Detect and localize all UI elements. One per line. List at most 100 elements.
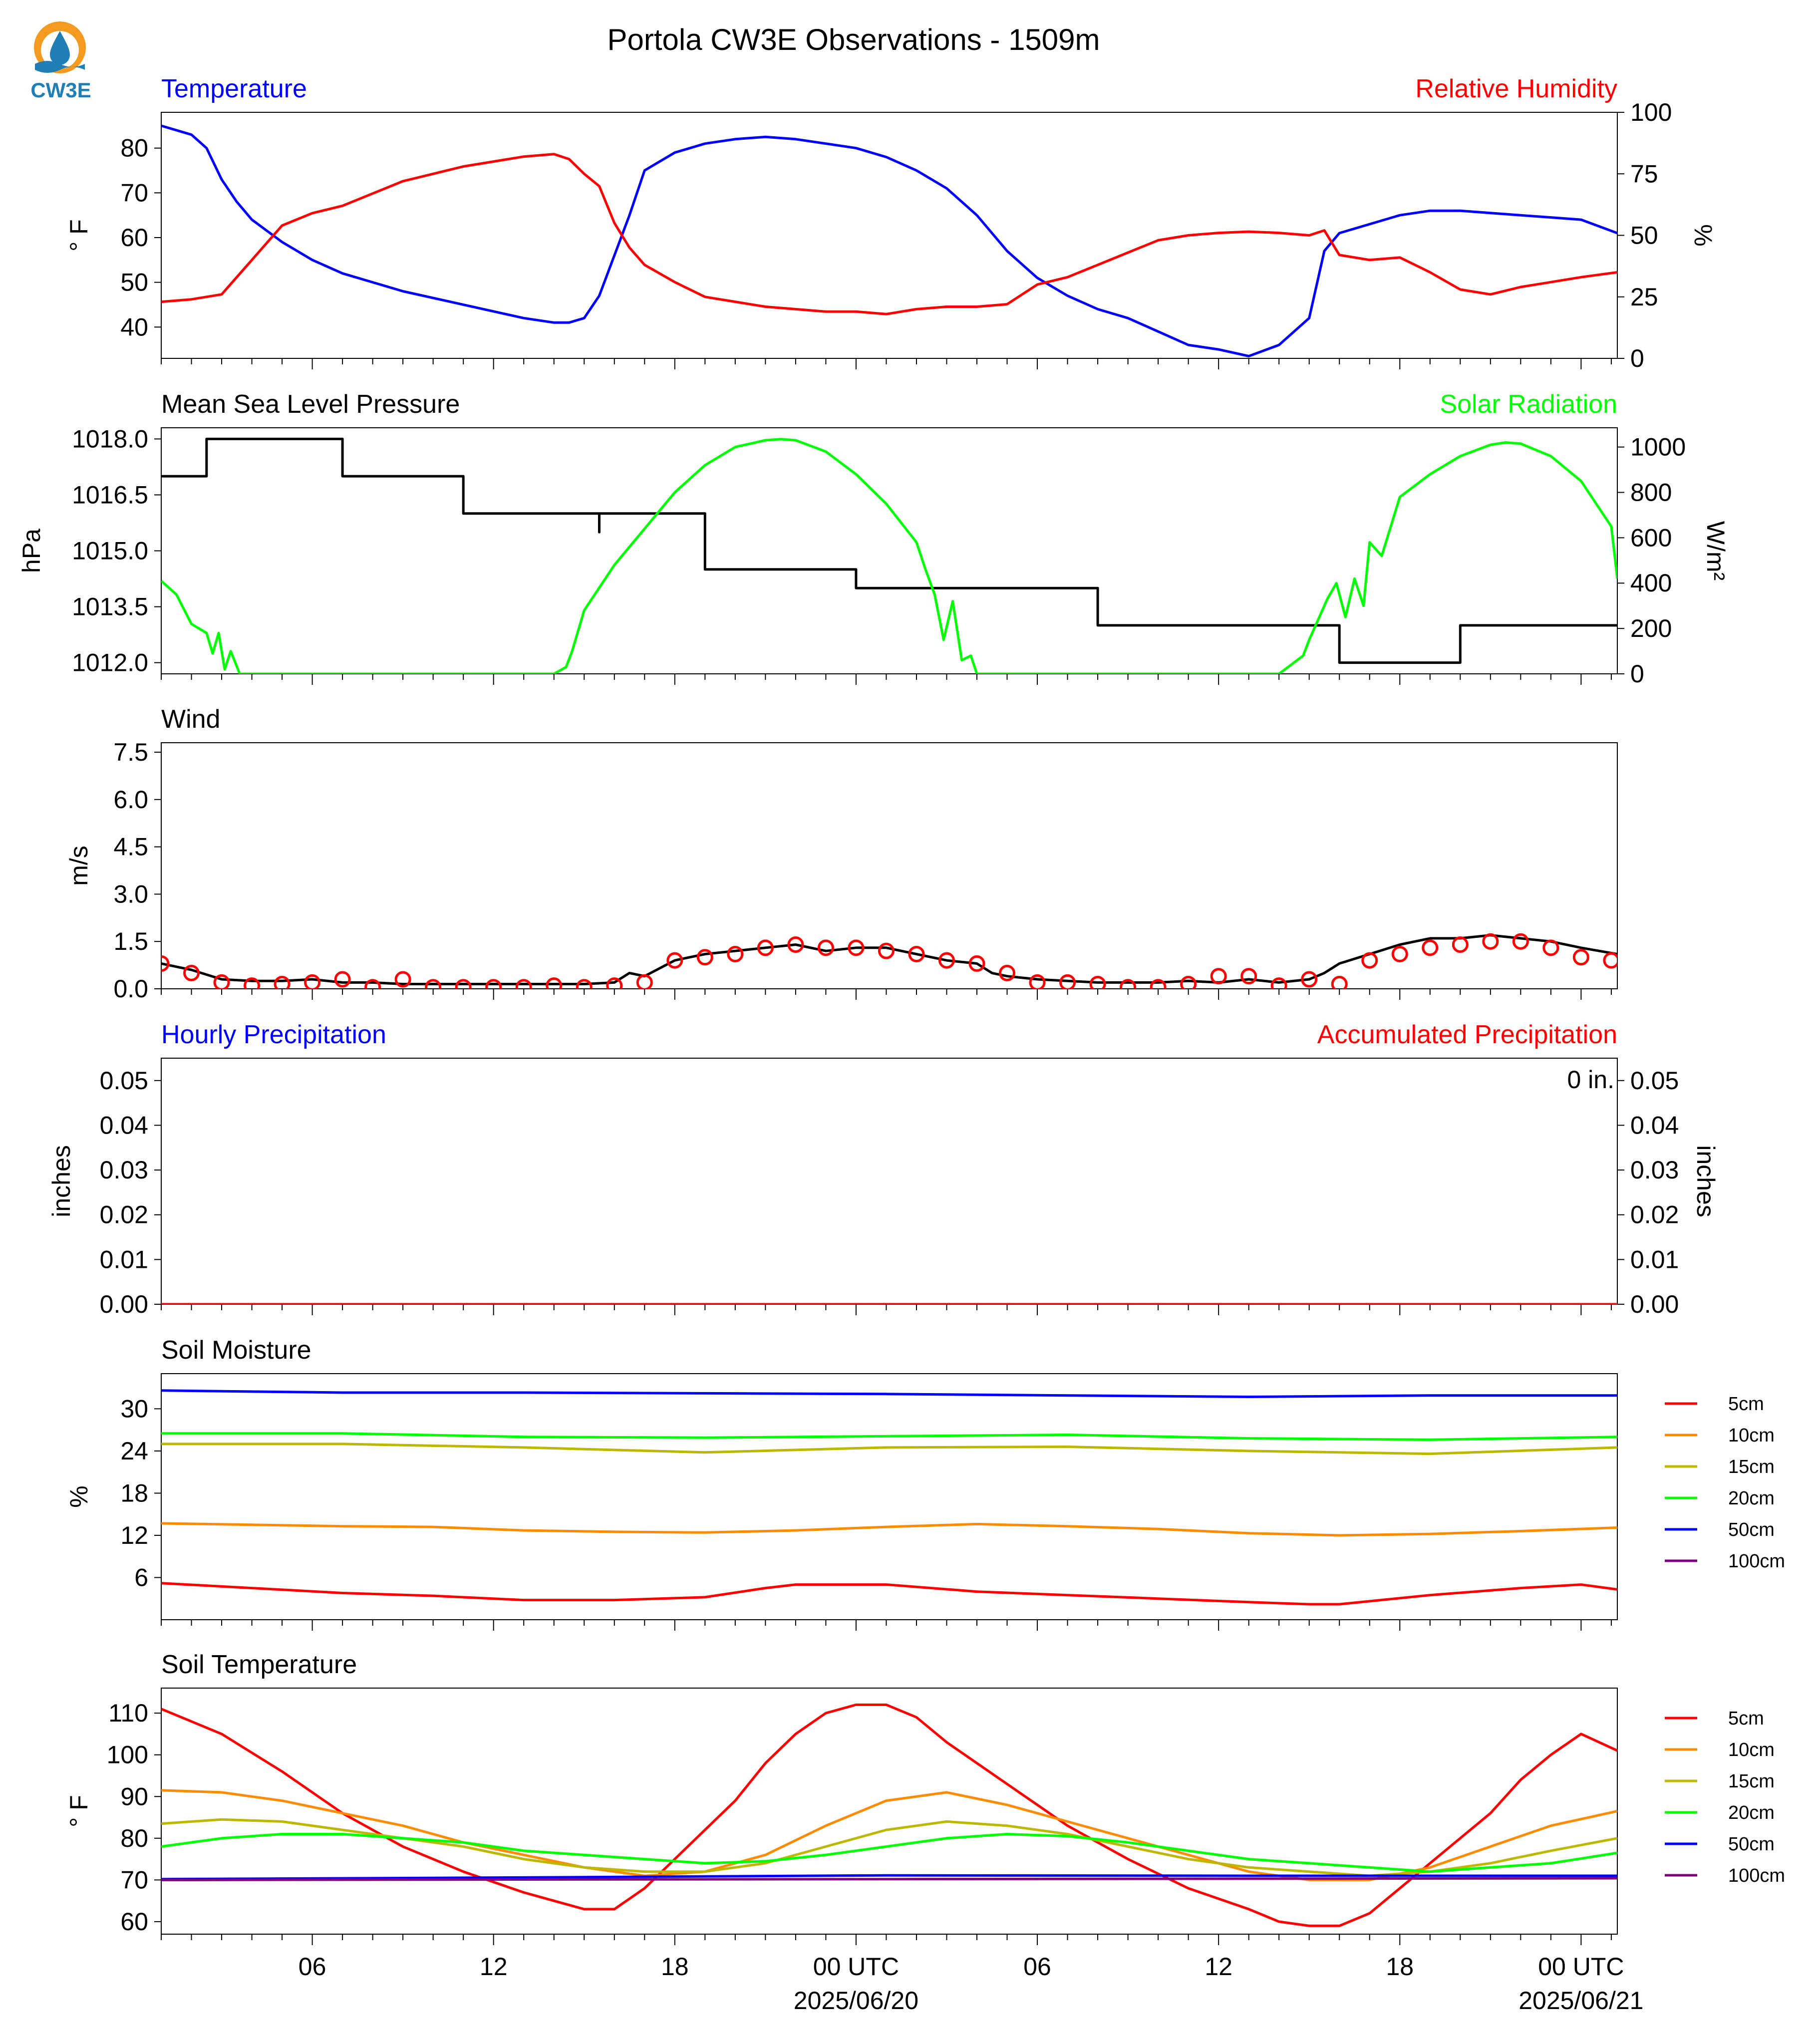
- x-tick-label: 06: [299, 1953, 326, 1981]
- wind-marker: [606, 977, 623, 989]
- wind-marker: [1120, 979, 1137, 989]
- y-tick-label: 70: [120, 1866, 148, 1894]
- wind-marker: [636, 974, 653, 989]
- panel-frame: [161, 427, 1618, 674]
- y-tick-label: 30: [120, 1395, 148, 1423]
- wind-marker: [1301, 971, 1318, 988]
- y-tick-label: 6: [134, 1563, 148, 1591]
- y-tick-label: 0.04: [100, 1111, 148, 1139]
- wind-marker: [334, 971, 351, 988]
- y2-axis-label: inches: [1692, 1145, 1720, 1217]
- x-date-label: 2025/06/21: [1518, 1987, 1643, 2015]
- series-area: [161, 124, 1617, 357]
- panel-title-left: Soil Moisture: [161, 1336, 311, 1365]
- y-tick-label: 0.01: [100, 1245, 148, 1273]
- legend-label: 20cm: [1728, 1802, 1775, 1823]
- wind-marker: [1180, 976, 1197, 989]
- y-tick-label: 110: [108, 1699, 148, 1727]
- wind-marker: [1089, 976, 1106, 989]
- wind-marker: [485, 979, 502, 989]
- y-tick-label: 1018.0: [72, 425, 148, 453]
- panel-frame: [161, 1058, 1618, 1305]
- series-line-50cm: [161, 1389, 1617, 1398]
- x-tick-label: 12: [1205, 1953, 1232, 1981]
- y-tick-label: 80: [120, 1824, 148, 1852]
- wind-marker: [757, 939, 774, 956]
- wind-marker: [161, 955, 170, 972]
- y2-tick-label: 75: [1630, 160, 1658, 188]
- x-tick-label: 18: [1386, 1953, 1414, 1981]
- wind-marker: [274, 976, 291, 989]
- panel-1: 40 50 60 70 80 0 25 50 75 100 Temperature Relative …: [65, 74, 1717, 372]
- panel-5: 6 12 18 24 30 Soil Moisture% 5cm 10cm 15cm 20cm 50…: [65, 1336, 1785, 1631]
- y-tick-label: 4.5: [113, 833, 148, 861]
- y-axis-label: ° F: [65, 1795, 93, 1827]
- panel-title-right: Solar Radiation: [1440, 390, 1617, 419]
- y-tick-label: 6.0: [113, 786, 148, 814]
- y2-tick-label: 0: [1630, 660, 1644, 688]
- y2-axis-label: %: [1689, 224, 1717, 246]
- accumulated-annotation: 0 in.: [1567, 1066, 1614, 1094]
- y-axis-label: %: [65, 1485, 93, 1507]
- y-tick-label: 1.5: [113, 927, 148, 955]
- legend-label: 15cm: [1728, 1771, 1775, 1792]
- y2-tick-label: 50: [1630, 222, 1658, 250]
- series-line-wind-speed: [161, 934, 1617, 985]
- wind-marker: [878, 942, 895, 959]
- panel-title-left: Soil Temperature: [161, 1650, 357, 1679]
- logo-text: CW3E: [30, 78, 91, 102]
- y2-tick-label: 0.05: [1630, 1067, 1679, 1095]
- y-tick-label: 1015.0: [72, 537, 148, 565]
- series-area: [161, 933, 1617, 989]
- y2-tick-label: 200: [1630, 614, 1672, 642]
- y2-axis-label: W/m²: [1702, 521, 1730, 580]
- panel-title-left: Wind: [161, 705, 220, 734]
- wind-marker: [908, 945, 925, 962]
- series-line-10cm: [161, 1789, 1617, 1881]
- panel-title-left: Temperature: [161, 74, 307, 103]
- y2-tick-label: 0: [1630, 344, 1644, 372]
- y2-tick-label: 800: [1630, 478, 1672, 506]
- legend-label: 10cm: [1728, 1739, 1775, 1760]
- wind-marker: [1331, 976, 1348, 989]
- panel-frame: [161, 742, 1618, 989]
- y-tick-label: 3.0: [113, 880, 148, 908]
- panel-frame: [161, 1688, 1618, 1935]
- wind-marker: [817, 939, 834, 956]
- series-line-20cm: [161, 1833, 1617, 1873]
- wind-marker: [364, 979, 381, 989]
- logo: CW3E: [30, 21, 91, 102]
- wind-marker: [1482, 933, 1499, 950]
- y-tick-label: 0.0: [113, 975, 148, 1003]
- y-tick-label: 12: [120, 1521, 148, 1549]
- wind-marker: [1029, 974, 1046, 989]
- panel-frame: [161, 1373, 1618, 1620]
- series-area: [161, 1389, 1617, 1606]
- figure-title: Portola CW3E Observations - 1509m: [607, 23, 1100, 56]
- wind-marker: [1512, 933, 1529, 950]
- wind-marker: [1542, 939, 1559, 956]
- series-line-20cm: [161, 1432, 1617, 1441]
- y-axis-label: hPa: [17, 529, 45, 573]
- y-tick-label: 1016.5: [72, 481, 148, 509]
- panel-frame: [161, 112, 1618, 359]
- y2-tick-label: 0.02: [1630, 1201, 1679, 1229]
- wind-marker: [1361, 952, 1378, 969]
- panel-3: 0.0 1.5 3.0 4.5 6.0 7.5 Wind m/s: [65, 705, 1618, 1003]
- wind-marker: [787, 936, 804, 953]
- y-tick-label: 0.00: [100, 1290, 148, 1318]
- legend-label: 15cm: [1728, 1456, 1775, 1477]
- y2-tick-label: 600: [1630, 524, 1672, 552]
- wind-marker: [848, 939, 865, 956]
- y2-tick-label: 1000: [1630, 433, 1686, 461]
- x-tick-label: 12: [480, 1953, 508, 1981]
- legend-label: 100cm: [1728, 1865, 1785, 1886]
- x-tick-label: 00 UTC: [813, 1953, 899, 1981]
- wind-marker: [515, 979, 532, 989]
- wind-marker: [1391, 945, 1408, 962]
- y-tick-label: 0.03: [100, 1156, 148, 1184]
- wind-marker: [1059, 974, 1076, 989]
- wind-marker: [1270, 977, 1287, 989]
